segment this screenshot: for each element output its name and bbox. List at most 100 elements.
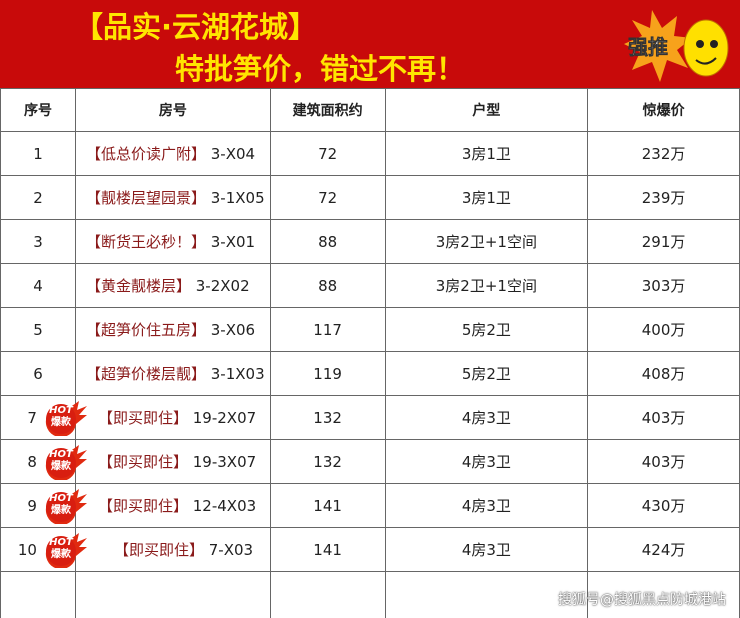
room-cell: 【超笋价住五房】 3-X06 — [74, 307, 271, 352]
table-row: 9 HOT 爆款 【即买即住】 12-4X03 141 4房3卫 430万 — [0, 483, 740, 528]
room-tag: 【靓楼层望园景】 — [85, 189, 206, 207]
layout-cell: 5房2卫 — [384, 307, 589, 352]
area-cell: 72 — [269, 175, 386, 220]
row-no-text: 7 — [27, 408, 37, 427]
watermark: 搜狐号@搜狐黑点防城港站 — [558, 592, 726, 608]
row-no: 3 — [0, 219, 76, 264]
room-tag: 【超笋价住五房】 — [85, 321, 206, 339]
room-cell: 【即买即住】 19-3X07 — [74, 439, 271, 484]
price-table: 序号 房号 建筑面积约 户型 惊爆价 1 【低总价读广附】 3-X04 72 3… — [0, 88, 740, 618]
layout-cell: 4房3卫 — [384, 527, 589, 572]
row-no: 8 HOT 爆款 — [0, 439, 87, 484]
area-cell: 88 — [269, 219, 386, 264]
room-tag: 【断货王必秒！】 — [85, 233, 206, 251]
area-cell: 117 — [269, 307, 386, 352]
price-cell: 403万 — [587, 395, 740, 440]
table-row: 7 HOT 爆款 【即买即住】 19-2X07 132 4房3卫 403万 — [0, 395, 740, 440]
layout-cell: 3房1卫 — [384, 131, 589, 176]
room-cell: 【低总价读广附】 3-X04 — [74, 131, 271, 176]
row-no-text: 9 — [27, 496, 37, 515]
area-cell: 132 — [269, 395, 386, 440]
room-cell: 【即买即住】 12-4X03 — [74, 483, 271, 528]
row-no-text: 4 — [33, 276, 43, 295]
area-cell: 141 — [269, 483, 386, 528]
area-cell: 119 — [269, 351, 386, 396]
layout-cell: 3房1卫 — [384, 175, 589, 220]
table-header: 序号 房号 建筑面积约 户型 惊爆价 — [0, 88, 740, 132]
row-no: 9 HOT 爆款 — [0, 483, 87, 528]
room-unit: 3-1X03 — [210, 365, 265, 383]
header-no: 序号 — [0, 88, 76, 132]
room-tag: 【即买即住】 — [97, 409, 188, 427]
hot-badge-line2: 爆款 — [51, 417, 71, 428]
row-no-text: 10 — [17, 540, 37, 559]
price-cell: 291万 — [587, 219, 740, 264]
row-no-text: 1 — [33, 144, 43, 163]
room-unit: 12-4X03 — [192, 497, 257, 515]
room-cell: 【断货王必秒！】 3-X01 — [74, 219, 271, 264]
room-unit: 3-1X05 — [210, 189, 265, 207]
table-row: 3 【断货王必秒！】 3-X01 88 3房2卫+1空间 291万 — [0, 219, 740, 264]
promo-banner: 【品实·云湖花城】 特批笋价，错过不再！ 强推 — [0, 0, 740, 88]
empty-row — [0, 571, 740, 618]
area-cell: 88 — [269, 263, 386, 308]
header-room: 房号 — [74, 88, 271, 132]
layout-cell: 3房2卫+1空间 — [384, 263, 589, 308]
table-row: 4 【黄金靓楼层】 3-2X02 88 3房2卫+1空间 303万 — [0, 263, 740, 308]
table-row: 10 HOT 爆款 【即买即住】 7-X03 141 4房3卫 424万 — [0, 527, 740, 572]
room-tag: 【即买即住】 — [97, 497, 188, 515]
room-cell: 【靓楼层望园景】 3-1X05 — [74, 175, 271, 220]
row-no: 2 — [0, 175, 76, 220]
table-row: 1 【低总价读广附】 3-X04 72 3房1卫 232万 — [0, 131, 740, 176]
layout-cell: 5房2卫 — [384, 351, 589, 396]
table-row: 2 【靓楼层望园景】 3-1X05 72 3房1卫 239万 — [0, 175, 740, 220]
room-unit: 3-X04 — [210, 145, 256, 163]
price-cell: 424万 — [587, 527, 740, 572]
price-cell: 400万 — [587, 307, 740, 352]
price-cell: 408万 — [587, 351, 740, 396]
row-no: 10 HOT 爆款 — [0, 527, 87, 572]
banner-title: 【品实·云湖花城】 — [74, 10, 318, 44]
hot-badge-line1: HOT — [49, 537, 73, 548]
row-no: 5 — [0, 307, 76, 352]
hot-badge-line1: HOT — [49, 449, 73, 460]
hot-badge-line1: HOT — [49, 405, 73, 416]
table-row: 5 【超笋价住五房】 3-X06 117 5房2卫 400万 — [0, 307, 740, 352]
price-cell: 232万 — [587, 131, 740, 176]
hot-badge-line2: 爆款 — [51, 461, 71, 472]
row-no: 7 HOT 爆款 — [0, 395, 87, 440]
room-tag: 【即买即住】 — [113, 541, 204, 559]
price-cell: 303万 — [587, 263, 740, 308]
svg-text:强推: 强推 — [628, 35, 668, 59]
room-unit: 3-X06 — [210, 321, 256, 339]
header-layout: 户型 — [384, 88, 589, 132]
header-price: 惊爆价 — [587, 88, 740, 132]
price-cell: 239万 — [587, 175, 740, 220]
row-no-text: 6 — [33, 364, 43, 383]
layout-cell: 4房3卫 — [384, 483, 589, 528]
layout-cell: 3房2卫+1空间 — [384, 219, 589, 264]
room-cell: 【即买即住】 7-X03 — [74, 527, 271, 572]
row-no: 6 — [0, 351, 76, 396]
row-no-text: 8 — [27, 452, 37, 471]
room-cell: 【超笋价楼层靓】 3-1X03 — [74, 351, 271, 396]
room-unit: 19-3X07 — [192, 453, 257, 471]
room-tag: 【低总价读广附】 — [85, 145, 206, 163]
row-no-text: 5 — [33, 320, 43, 339]
table-row: 8 HOT 爆款 【即买即住】 19-3X07 132 4房3卫 403万 — [0, 439, 740, 484]
room-tag: 【超笋价楼层靓】 — [85, 365, 206, 383]
room-cell: 【即买即住】 19-2X07 — [74, 395, 271, 440]
area-cell: 132 — [269, 439, 386, 484]
room-tag: 【即买即住】 — [97, 453, 188, 471]
header-area: 建筑面积约 — [269, 88, 386, 132]
room-unit: 7-X03 — [208, 541, 254, 559]
layout-cell: 4房3卫 — [384, 395, 589, 440]
room-unit: 19-2X07 — [192, 409, 257, 427]
room-tag: 【黄金靓楼层】 — [85, 277, 191, 295]
room-cell: 【黄金靓楼层】 3-2X02 — [74, 263, 271, 308]
area-cell: 141 — [269, 527, 386, 572]
row-no: 4 — [0, 263, 76, 308]
hot-badge-line2: 爆款 — [51, 549, 71, 560]
room-unit: 3-2X02 — [195, 277, 250, 295]
hot-badge-line2: 爆款 — [51, 505, 71, 516]
